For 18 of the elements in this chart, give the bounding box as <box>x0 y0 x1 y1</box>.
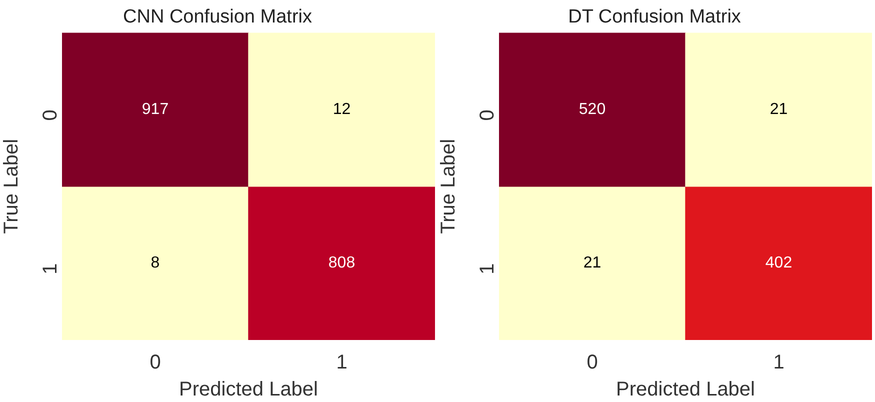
data-label: 21 <box>770 101 788 118</box>
x-tick-label: 0 <box>586 352 598 374</box>
data-label: 12 <box>332 101 351 118</box>
data-label: 8 <box>150 254 160 272</box>
y-axis-title: True Label <box>438 138 460 234</box>
x-tick-label: 0 <box>150 352 161 374</box>
x-axis-title: Predicted Label <box>179 378 318 401</box>
data-label: 402 <box>765 254 792 272</box>
data-label: 21 <box>583 254 602 272</box>
x-axis-title: Predicted Label <box>616 378 755 401</box>
data-label: 520 <box>578 101 606 118</box>
x-tick-label: 1 <box>336 352 348 374</box>
y-axis-title: True Label <box>0 138 23 234</box>
chart-title: CNN Confusion Matrix <box>123 6 312 28</box>
x-tick-label: 1 <box>773 352 784 374</box>
data-label: 917 <box>142 101 169 118</box>
data-label: 808 <box>328 254 356 272</box>
chart-title: DT Confusion Matrix <box>568 6 742 28</box>
